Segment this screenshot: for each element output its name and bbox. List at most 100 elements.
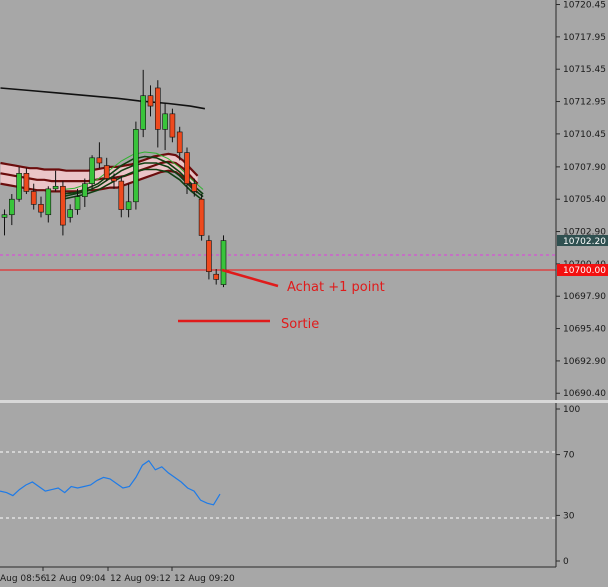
price-tick-label: 10702.90	[563, 228, 606, 238]
bull-candle-body	[74, 196, 81, 210]
price-tick-label: 10720.45	[563, 1, 606, 11]
price-tick-label: 10717.95	[563, 33, 606, 43]
candle	[147, 85, 154, 117]
pane-separator[interactable]	[0, 400, 608, 403]
current-price-label: 10702.20	[563, 237, 606, 247]
candle	[45, 186, 52, 223]
bear-candle-body	[118, 180, 125, 210]
bear-candle-body	[176, 131, 183, 153]
price-tick-label: 10692.90	[563, 357, 606, 367]
candle	[30, 183, 37, 210]
rsi-pane[interactable]: 100 70 30 0	[0, 403, 580, 567]
candle	[118, 175, 125, 218]
bear-candle-body	[191, 183, 198, 192]
price-tick-label: 10705.40	[563, 195, 606, 205]
time-tick-label: 12 Aug 09:04	[45, 574, 106, 584]
bear-candle-body	[103, 165, 110, 179]
bull-candle-body	[67, 209, 73, 218]
level-price-label: 10700.00	[563, 266, 606, 276]
buy-annotation-arrow	[221, 268, 279, 288]
bull-candle-body	[16, 173, 22, 200]
current-price-box	[557, 235, 608, 246]
candle	[155, 80, 161, 148]
candle	[125, 183, 132, 218]
candle	[16, 166, 22, 202]
price-tick-label: 10712.95	[563, 98, 606, 108]
candle	[38, 196, 44, 218]
candle	[67, 204, 73, 223]
bear-candle-body	[23, 173, 30, 192]
black-moving-average	[0, 87, 206, 110]
candle	[213, 269, 219, 285]
bull-candle-body	[140, 95, 146, 130]
rsi-axis-ticks: 100 70 30 0	[556, 405, 580, 567]
candle	[82, 178, 88, 207]
bear-candle-body	[30, 191, 37, 205]
bear-candle-body	[206, 240, 212, 272]
candle	[184, 147, 190, 195]
exit-annotation-label: Sortie	[281, 317, 319, 332]
candle	[169, 108, 176, 143]
annotation-group: Achat +1 point Sortie	[178, 268, 385, 332]
bull-candle-body	[125, 201, 132, 210]
price-tick-label: 10690.40	[563, 389, 606, 399]
price-axis[interactable]: 10720.45 10717.95 10715.45 10712.95 10710.45…	[555, 0, 608, 401]
rsi-tick-label: 70	[563, 451, 575, 461]
bear-candle-body	[60, 185, 66, 226]
candle	[140, 69, 146, 138]
bear-candle-body	[38, 204, 44, 213]
rsi-tick-label: 30	[563, 511, 575, 521]
rsi-tick-label: 0	[563, 557, 569, 567]
candle	[74, 188, 81, 215]
bear-candle-body	[96, 157, 103, 164]
bull-candle-body	[220, 240, 227, 285]
price-tick-label: 10707.90	[563, 163, 606, 173]
rsi-line	[0, 459, 221, 506]
candle	[23, 168, 30, 195]
candle	[133, 121, 139, 210]
time-tick-label: Aug 08:56	[0, 574, 47, 584]
bull-candle-body	[9, 198, 15, 216]
candle	[191, 178, 198, 197]
bull-candle-body	[133, 129, 139, 203]
rsi-tick-label: 100	[563, 405, 580, 415]
candle	[198, 194, 205, 241]
buy-annotation-label: Achat +1 point	[287, 280, 385, 295]
price-tick-label: 10715.45	[563, 65, 606, 75]
bear-candle-body	[111, 178, 117, 182]
candle	[162, 103, 168, 151]
candle	[96, 142, 103, 169]
bear-candle-body	[147, 95, 154, 107]
candle	[176, 126, 183, 161]
candle	[1, 209, 8, 236]
bull-candle-body	[45, 188, 52, 216]
bull-candle-body	[162, 113, 168, 130]
level-price-box	[557, 264, 608, 276]
bull-candle-body	[52, 185, 59, 190]
candle	[60, 181, 66, 236]
bull-candle-body	[82, 183, 88, 197]
red-ribbon-line	[0, 152, 199, 177]
price-tick-label: 10697.90	[563, 292, 606, 302]
bear-candle-body	[155, 87, 161, 130]
candle	[103, 157, 110, 182]
candle-layer	[1, 69, 227, 288]
bull-candle-body	[89, 157, 95, 184]
bear-candle-body	[198, 198, 205, 236]
candle	[206, 235, 212, 280]
price-pane[interactable]	[0, 69, 556, 288]
price-tick-label: 10710.45	[563, 130, 606, 140]
time-tick-label: 12 Aug 09:20	[174, 574, 235, 584]
bear-candle-body	[184, 152, 190, 184]
candle	[89, 155, 95, 189]
candle	[9, 194, 15, 226]
time-tick-label: 12 Aug 09:12	[110, 574, 171, 584]
bear-candle-body	[169, 113, 176, 138]
price-tick-label: 10695.40	[563, 325, 606, 335]
bear-candle-body	[213, 273, 219, 280]
price-axis-ticks: 10720.45 10717.95 10715.45 10712.95 10710.45…	[556, 1, 606, 399]
